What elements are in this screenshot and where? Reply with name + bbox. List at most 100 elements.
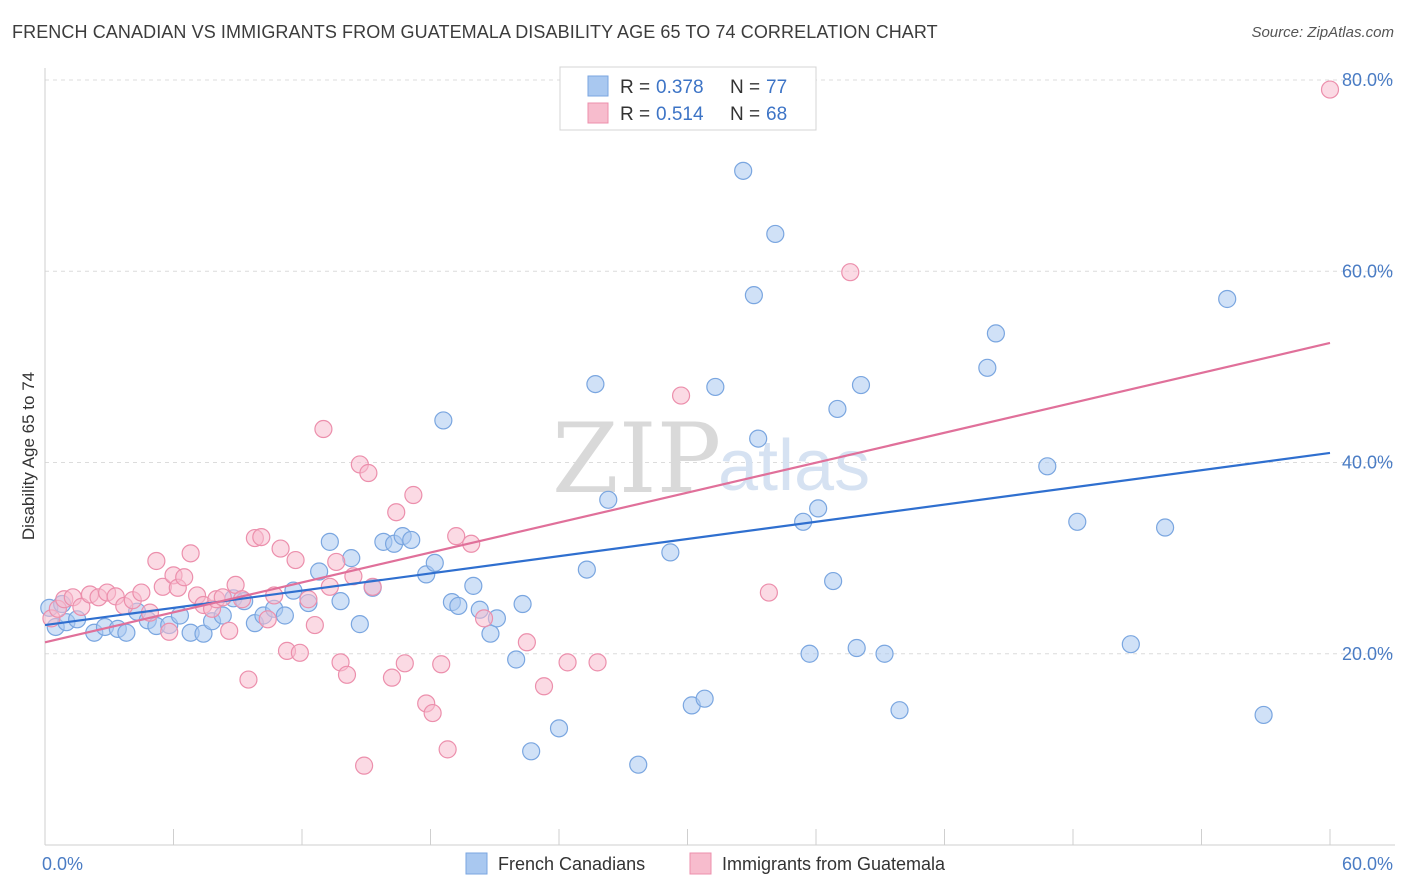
y-tick-label: 40.0%: [1342, 453, 1393, 473]
data-point: [147, 551, 166, 571]
data-point: [464, 576, 483, 595]
y-tick-label: 20.0%: [1342, 644, 1393, 664]
trend-line: [44, 341, 1331, 644]
x-tick-label: 0.0%: [42, 854, 83, 874]
data-point: [474, 609, 494, 628]
x-tick-labels: 0.0% 60.0%: [42, 854, 1393, 874]
data-point: [847, 638, 866, 658]
data-point: [517, 633, 536, 652]
data-point: [359, 463, 378, 483]
data-point: [513, 594, 532, 614]
source-credit: Source: ZipAtlas.com: [1251, 24, 1394, 41]
data-point: [890, 701, 909, 720]
trend-lines: [44, 341, 1331, 644]
data-point: [337, 665, 357, 684]
data-point: [1068, 512, 1087, 531]
legend-n-label-1: N =: [730, 77, 760, 98]
bottom-legend-label-guatemala: Immigrants from Guatemala: [722, 854, 946, 874]
axes: [44, 68, 1395, 846]
legend-r-value-1: 0.378: [656, 77, 704, 98]
x-tick-label: 60.0%: [1342, 854, 1393, 874]
legend-r-label-1: R =: [620, 77, 650, 98]
data-point: [824, 571, 843, 591]
bottom-legend-swatch-guatemala: [689, 852, 712, 875]
data-point: [160, 622, 179, 641]
data-point: [271, 539, 290, 558]
data-point: [181, 544, 200, 563]
watermark: ZIP atlas: [552, 403, 870, 515]
legend-r-value-2: 0.514: [656, 104, 704, 125]
data-point: [588, 653, 607, 672]
data-point: [331, 592, 350, 611]
data-point: [1254, 705, 1273, 725]
data-point: [132, 583, 151, 602]
data-point: [72, 597, 91, 616]
data-point: [275, 606, 294, 625]
data-point: [661, 543, 680, 562]
data-point: [310, 562, 329, 581]
trend-line: [44, 451, 1331, 627]
gridlines: [45, 79, 1395, 655]
data-point: [239, 670, 258, 689]
data-point: [978, 358, 997, 377]
data-point: [286, 550, 305, 570]
data-point: [766, 224, 785, 244]
data-point: [425, 553, 444, 573]
data-point: [402, 530, 421, 550]
data-point: [299, 590, 318, 609]
top-legend: R = 0.378 N = 77 R = 0.514 N = 68: [559, 66, 817, 131]
data-point: [355, 756, 374, 775]
data-point: [629, 755, 648, 774]
data-point: [481, 624, 500, 643]
bottom-legend-swatch-french-canadians: [465, 852, 488, 875]
data-point: [438, 740, 457, 759]
bottom-legend: French Canadians Immigrants from Guatema…: [465, 852, 946, 875]
legend-swatch-guatemala: [587, 102, 609, 124]
data-point: [175, 568, 194, 587]
legend-n-label-2: N =: [730, 104, 760, 125]
y-tick-labels: 20.0% 40.0% 60.0% 80.0%: [1342, 70, 1393, 664]
bottom-legend-label-french-canadians: French Canadians: [498, 854, 645, 874]
data-point: [449, 596, 468, 616]
data-point: [305, 615, 324, 635]
data-point: [577, 560, 596, 579]
data-point: [759, 583, 778, 602]
legend-n-value-2: 68: [766, 104, 787, 125]
data-point: [194, 624, 213, 643]
data-point: [599, 490, 618, 509]
data-point: [432, 655, 451, 674]
data-point: [549, 719, 569, 738]
data-point: [522, 742, 541, 761]
y-axis-label: Disability Age 65 to 74: [19, 372, 38, 540]
data-point: [875, 644, 894, 663]
data-point: [706, 377, 725, 397]
data-point: [734, 161, 753, 180]
data-point: [314, 419, 333, 439]
data-point: [342, 549, 361, 568]
data-point: [447, 527, 466, 546]
y-tick-label: 60.0%: [1342, 261, 1393, 281]
data-point: [423, 703, 442, 723]
data-point: [558, 653, 577, 672]
y-tick-label: 80.0%: [1342, 70, 1393, 90]
data-point: [749, 429, 768, 448]
data-point: [327, 552, 346, 572]
data-point: [695, 689, 714, 708]
watermark-atlas: atlas: [718, 426, 870, 506]
legend-r-label-2: R =: [620, 104, 650, 125]
data-point: [117, 623, 136, 642]
series-immigrants-from-guatemala: [42, 80, 1340, 775]
data-point: [986, 324, 1006, 343]
data-point: [258, 610, 277, 629]
data-point: [828, 399, 847, 419]
data-point: [1038, 457, 1057, 476]
data-point: [1320, 80, 1340, 99]
data-point: [252, 527, 271, 547]
data-point: [851, 375, 871, 395]
data-point: [744, 286, 763, 305]
data-point: [434, 411, 453, 430]
legend-n-value-1: 77: [766, 77, 787, 98]
data-point: [350, 615, 369, 634]
data-point: [382, 668, 402, 687]
